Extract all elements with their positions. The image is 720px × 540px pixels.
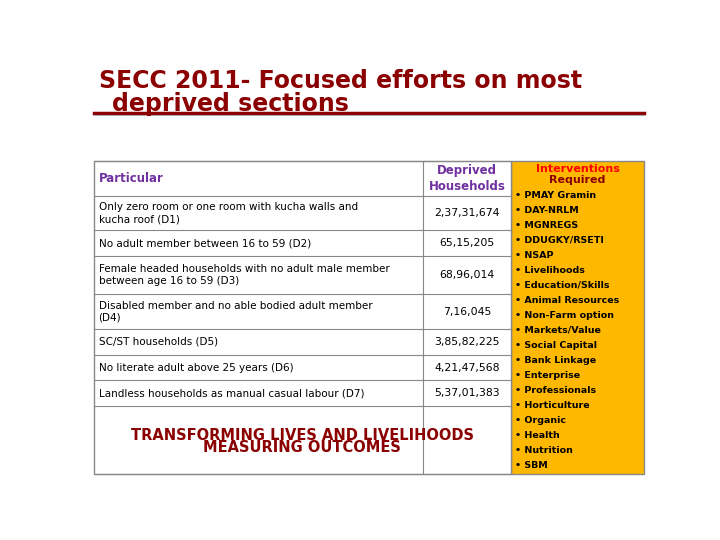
Text: No literate adult above 25 years (D6): No literate adult above 25 years (D6) bbox=[99, 362, 293, 373]
Text: Required: Required bbox=[549, 175, 606, 185]
Text: deprived sections: deprived sections bbox=[112, 92, 348, 116]
Text: Disabled member and no able bodied adult member
(D4): Disabled member and no able bodied adult… bbox=[99, 301, 372, 323]
Text: 2,37,31,674: 2,37,31,674 bbox=[434, 208, 500, 218]
Text: Landless households as manual casual labour (D7): Landless households as manual casual lab… bbox=[99, 388, 364, 398]
Text: 5,37,01,383: 5,37,01,383 bbox=[434, 388, 500, 398]
Text: • Animal Resources: • Animal Resources bbox=[516, 296, 620, 305]
Text: Interventions: Interventions bbox=[536, 164, 619, 174]
Text: • Enterprise: • Enterprise bbox=[516, 371, 580, 380]
Text: 3,85,82,225: 3,85,82,225 bbox=[434, 337, 500, 347]
Text: • Horticulture: • Horticulture bbox=[516, 401, 590, 410]
Text: • DAY-NRLM: • DAY-NRLM bbox=[516, 206, 579, 215]
Text: • Social Capital: • Social Capital bbox=[516, 341, 598, 350]
Text: • Livelihoods: • Livelihoods bbox=[516, 266, 585, 275]
Bar bbox=[510, 161, 644, 475]
Text: • SBM: • SBM bbox=[516, 461, 548, 470]
Text: • Bank Linkage: • Bank Linkage bbox=[516, 356, 597, 365]
Text: 65,15,205: 65,15,205 bbox=[439, 238, 495, 248]
Text: • MGNREGS: • MGNREGS bbox=[516, 221, 579, 230]
Text: TRANSFORMING LIVES AND LIVELIHOODS: TRANSFORMING LIVES AND LIVELIHOODS bbox=[131, 428, 474, 443]
Text: Deprived
Households: Deprived Households bbox=[428, 164, 505, 193]
Text: 7,16,045: 7,16,045 bbox=[443, 307, 491, 317]
Bar bbox=[94, 161, 510, 475]
Text: • Professionals: • Professionals bbox=[516, 386, 597, 395]
Text: • Non-Farm option: • Non-Farm option bbox=[516, 311, 614, 320]
Text: • Markets/Value: • Markets/Value bbox=[516, 326, 601, 335]
Text: 4,21,47,568: 4,21,47,568 bbox=[434, 362, 500, 373]
Text: Female headed households with no adult male member
between age 16 to 59 (D3): Female headed households with no adult m… bbox=[99, 264, 390, 286]
Text: • Nutrition: • Nutrition bbox=[516, 446, 573, 455]
Text: MEASURING OUTCOMES: MEASURING OUTCOMES bbox=[204, 441, 401, 455]
Text: • PMAY Gramin: • PMAY Gramin bbox=[516, 191, 597, 200]
Text: SC/ST households (D5): SC/ST households (D5) bbox=[99, 337, 217, 347]
Text: • Organic: • Organic bbox=[516, 416, 567, 425]
Text: • Health: • Health bbox=[516, 431, 560, 440]
Text: • DDUGKY/RSETI: • DDUGKY/RSETI bbox=[516, 236, 604, 245]
Text: • Education/Skills: • Education/Skills bbox=[516, 281, 610, 290]
Text: SECC 2011- Focused efforts on most: SECC 2011- Focused efforts on most bbox=[99, 69, 582, 93]
Text: Only zero room or one room with kucha walls and
kucha roof (D1): Only zero room or one room with kucha wa… bbox=[99, 202, 358, 224]
Text: No adult member between 16 to 59 (D2): No adult member between 16 to 59 (D2) bbox=[99, 238, 311, 248]
Text: • NSAP: • NSAP bbox=[516, 251, 554, 260]
Text: Particular: Particular bbox=[99, 172, 163, 185]
Text: 68,96,014: 68,96,014 bbox=[439, 270, 495, 280]
